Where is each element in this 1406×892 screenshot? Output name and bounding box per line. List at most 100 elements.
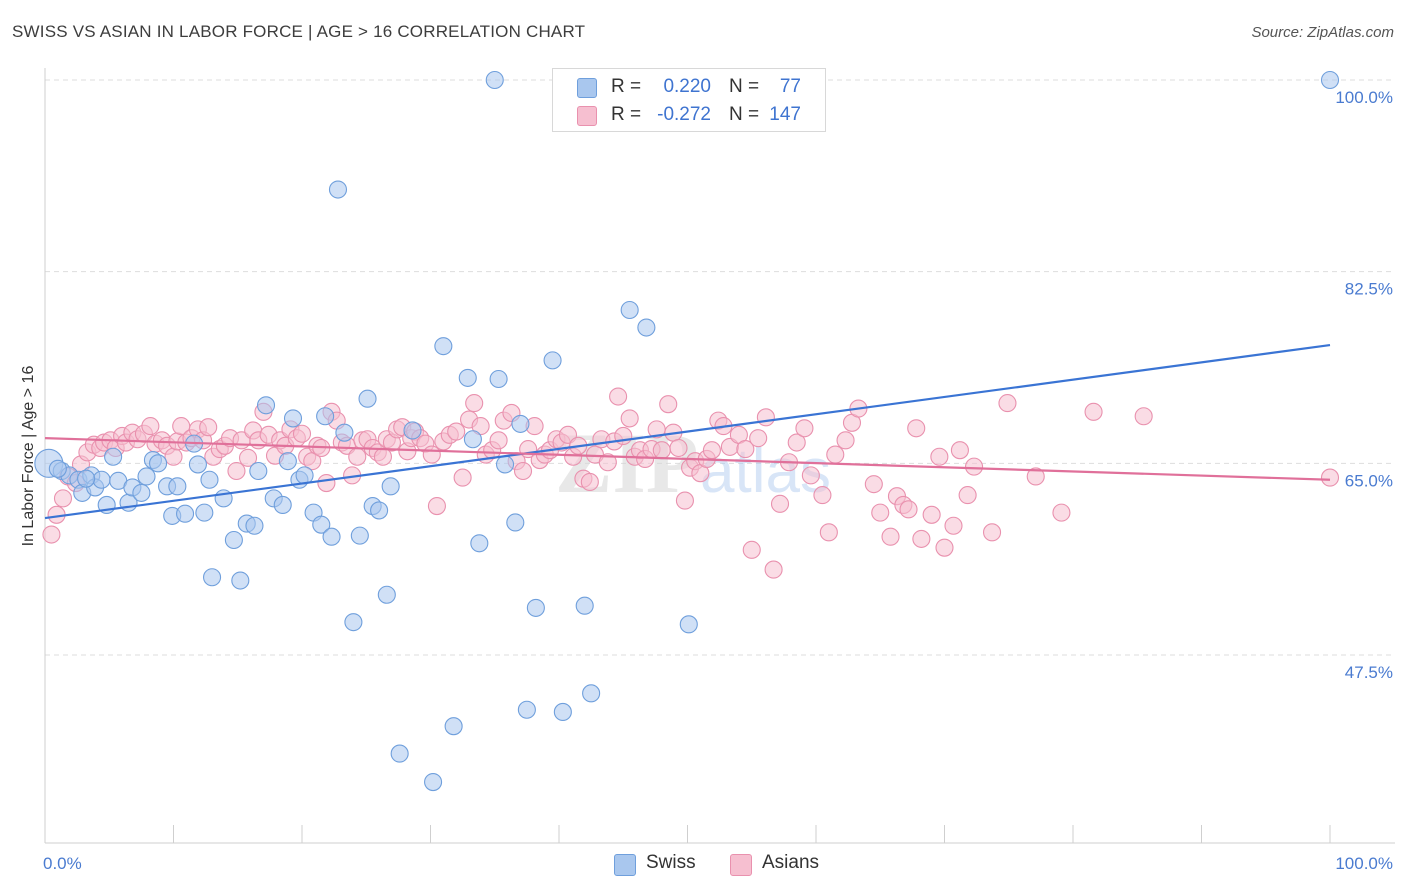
swiss-point bbox=[575, 596, 594, 615]
axis-labels: 47.5% 65.0% 82.5% 100.0% 0.0% 100.0% In Labor … bbox=[20, 88, 1393, 873]
swiss-point bbox=[132, 483, 151, 502]
swiss-point bbox=[203, 568, 222, 587]
swiss-point bbox=[543, 351, 562, 370]
swiss-point bbox=[582, 684, 601, 703]
legend-n-value: 77 bbox=[779, 76, 801, 97]
asian-point bbox=[795, 419, 814, 438]
asian-point bbox=[899, 500, 918, 519]
swiss-point bbox=[322, 527, 341, 546]
asian-point bbox=[813, 486, 832, 505]
swiss-point bbox=[637, 318, 656, 337]
y-axis-label: In Labor Force | Age > 16 bbox=[20, 366, 37, 547]
swiss-point bbox=[316, 407, 335, 426]
asian-point bbox=[864, 475, 883, 494]
swiss-point bbox=[249, 461, 268, 481]
asian-point bbox=[702, 441, 721, 460]
swiss-point bbox=[495, 455, 515, 474]
asian-point bbox=[1026, 467, 1045, 486]
asian-point bbox=[489, 431, 508, 450]
asian-point bbox=[1084, 402, 1103, 421]
legend-row-swiss: R = 0.220 N = 77 bbox=[553, 74, 825, 100]
asian-point bbox=[141, 417, 160, 436]
swiss-point bbox=[381, 477, 400, 496]
asian-point bbox=[756, 408, 775, 427]
swiss-point bbox=[278, 452, 297, 471]
grid-lines bbox=[45, 79, 1395, 656]
swiss-point bbox=[344, 613, 363, 632]
asian-point bbox=[348, 447, 367, 466]
swiss-legend-swatch bbox=[614, 854, 636, 876]
y-tick-label: 47.5% bbox=[1345, 663, 1393, 682]
swiss-point bbox=[245, 516, 264, 535]
chart-title: SWISS VS ASIAN IN LABOR FORCE | AGE > 16… bbox=[12, 22, 586, 41]
asian-point bbox=[652, 441, 671, 460]
asian-point bbox=[422, 445, 441, 464]
asian-point bbox=[907, 419, 926, 438]
asian-point bbox=[427, 496, 446, 516]
swiss-point bbox=[679, 615, 698, 634]
swiss-trend-line bbox=[44, 343, 1331, 520]
asian-point bbox=[447, 422, 466, 441]
legend-r-label: R = bbox=[611, 104, 642, 125]
swiss-point bbox=[403, 421, 422, 440]
swiss-point bbox=[48, 459, 67, 478]
x-tick-label: 0.0% bbox=[43, 854, 82, 873]
swiss-point bbox=[273, 495, 292, 515]
asian-point bbox=[609, 387, 628, 406]
swiss-point bbox=[358, 389, 377, 408]
source-label: Source: ZipAtlas.com bbox=[1251, 24, 1394, 41]
swiss-point bbox=[444, 717, 463, 736]
asian-point bbox=[871, 503, 890, 522]
asian-point bbox=[881, 527, 900, 546]
asian-point bbox=[764, 560, 783, 579]
asian-point bbox=[958, 486, 977, 505]
swiss-point bbox=[526, 598, 545, 617]
asian-point bbox=[787, 433, 806, 452]
swiss-point bbox=[1320, 70, 1340, 90]
asians-swatch bbox=[577, 106, 597, 126]
swiss-point bbox=[328, 180, 348, 199]
y-tick-label: 82.5% bbox=[1345, 280, 1393, 299]
trend-lines bbox=[44, 343, 1331, 520]
asian-point bbox=[912, 529, 931, 548]
asian-point bbox=[770, 494, 790, 513]
asian-point bbox=[453, 468, 472, 487]
asian-point bbox=[669, 438, 688, 458]
swiss-point bbox=[553, 702, 572, 722]
asian-point bbox=[317, 473, 336, 493]
swiss-point bbox=[283, 409, 303, 428]
correlation-legend: R = 0.220 N = 77 R = -0.272 N = 147 bbox=[552, 68, 826, 132]
asian-point bbox=[944, 516, 963, 535]
asian-point bbox=[965, 457, 984, 476]
swiss-swatch bbox=[577, 78, 597, 98]
swiss-point bbox=[390, 744, 409, 763]
swiss-point bbox=[195, 503, 214, 522]
asian-point bbox=[736, 440, 755, 459]
swiss-point bbox=[231, 571, 250, 590]
asian-point bbox=[42, 525, 61, 544]
swiss-point bbox=[176, 504, 195, 523]
swiss-point bbox=[458, 368, 477, 387]
asians-legend-label: Asians bbox=[762, 852, 820, 873]
asian-point bbox=[227, 461, 246, 481]
asians-trend-line bbox=[44, 437, 1331, 481]
legend-row-asians: R = -0.272 N = 147 bbox=[553, 102, 825, 128]
swiss-point bbox=[92, 470, 111, 489]
asian-point bbox=[164, 447, 183, 466]
asian-point bbox=[513, 461, 533, 481]
swiss-point bbox=[620, 300, 639, 320]
swiss-legend-label: Swiss bbox=[646, 852, 696, 873]
asian-point bbox=[675, 491, 694, 510]
swiss-point bbox=[370, 501, 389, 520]
asians-legend-swatch bbox=[730, 854, 752, 876]
swiss-point bbox=[188, 455, 207, 474]
legend-r-value: 0.220 bbox=[663, 76, 711, 97]
swiss-point bbox=[377, 585, 396, 604]
swiss-point bbox=[104, 447, 123, 466]
swiss-series bbox=[34, 70, 1340, 792]
swiss-point bbox=[485, 70, 504, 90]
asian-point bbox=[199, 418, 218, 437]
asian-point bbox=[1052, 503, 1071, 522]
swiss-point bbox=[149, 454, 168, 473]
